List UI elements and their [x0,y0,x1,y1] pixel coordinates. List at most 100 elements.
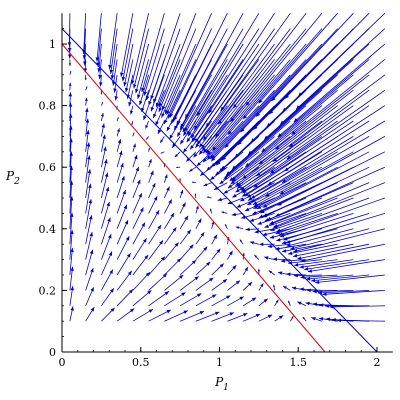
field-arrow [129,105,134,115]
field-arrow [192,43,260,142]
field-arrow [267,120,370,186]
field-arrow [240,136,323,192]
field-arrow [101,234,112,260]
field-arrow [253,151,354,208]
field-arrow [227,265,237,276]
field-arrow [242,266,249,276]
x-tick-label: 1.5 [290,356,308,369]
field-arrow [128,90,134,107]
field-arrow [306,288,338,293]
field-arrow [237,59,323,146]
field-arrow [123,43,134,87]
field-arrow [164,186,170,199]
field-arrow [216,89,291,166]
field-arrow [229,105,323,182]
field-arrow [143,105,150,121]
field-arrow [98,74,103,87]
field-arrow [141,13,165,93]
field-arrow [208,12,275,114]
field-arrow [85,267,94,291]
field-arrow [169,28,212,118]
field-arrow [145,43,165,101]
field-arrow [224,59,307,149]
field-arrow [158,59,181,113]
field-arrow [132,179,141,199]
field-arrow [195,294,217,307]
field-arrow [304,259,370,271]
field-arrow [164,274,184,291]
field-arrow [148,273,168,291]
field-arrow [101,307,115,322]
field-arrow [145,136,149,140]
field-arrow [315,274,385,284]
x-tick-label: 0.5 [132,356,150,369]
field-arrow [260,166,354,214]
field-arrow [235,120,323,187]
field-arrow [164,292,186,307]
field-arrow [116,176,125,199]
field-arrow [100,186,110,214]
field-arrow [215,43,291,138]
field-arrow [155,43,181,108]
field-arrow [194,193,197,199]
field-arrow [227,280,241,291]
field-arrow [195,246,208,260]
field-arrow [227,43,307,136]
field-arrow [255,28,338,117]
field-arrow [297,301,307,307]
field-arrow [157,120,165,135]
field-arrow [108,13,118,70]
field-arrow [195,105,228,148]
field-arrow [201,59,275,152]
field-arrow [132,308,154,322]
field-arrow [195,277,214,291]
field-arrow [242,313,261,322]
field-arrow [262,151,370,208]
field-arrow [239,239,244,245]
field-arrow [282,243,322,253]
field-arrow [231,212,244,217]
field-arrow [257,213,291,225]
field-arrow [69,266,74,291]
field-arrow [100,201,110,229]
field-arrow [235,226,244,230]
field-arrow [206,74,275,156]
field-arrow [185,151,197,162]
field-arrow [101,288,115,307]
field-arrow [101,251,113,276]
field-arrow [69,70,72,75]
field-arrow [293,228,385,253]
field-arrow [217,197,228,202]
field-arrow [279,213,354,238]
field-arrow [273,182,386,228]
y-tick-label: 0.8 [39,100,57,113]
field-arrow [281,120,386,184]
field-arrow [116,150,123,168]
field-arrow [195,311,220,322]
field-arrow [85,231,93,260]
field-arrow [193,28,260,130]
field-arrow [116,219,129,245]
field-arrow [116,308,135,322]
field-arrow [100,217,111,245]
field-arrow [179,202,186,214]
field-arrow [224,223,228,229]
axes: 0 0.5 1 1.5 2 0 0.2 0.4 0.6 0.8 1 [39,13,393,369]
field-arrow [210,74,291,162]
field-arrow [148,224,162,245]
field-arrow [148,182,156,199]
field-arrow [116,139,122,152]
y-axis-label: P2 [5,169,20,187]
field-arrow [239,120,338,191]
field-arrow [116,128,120,137]
field-arrow [85,86,88,91]
field-arrow [292,243,354,258]
field-arrow [311,317,323,322]
field-arrow [132,132,135,137]
field-arrow [258,283,264,291]
field-arrow [211,263,225,276]
field-arrow [227,312,248,322]
field-arrow [116,236,130,260]
field-arrow [211,312,234,322]
field-arrow [179,189,184,199]
